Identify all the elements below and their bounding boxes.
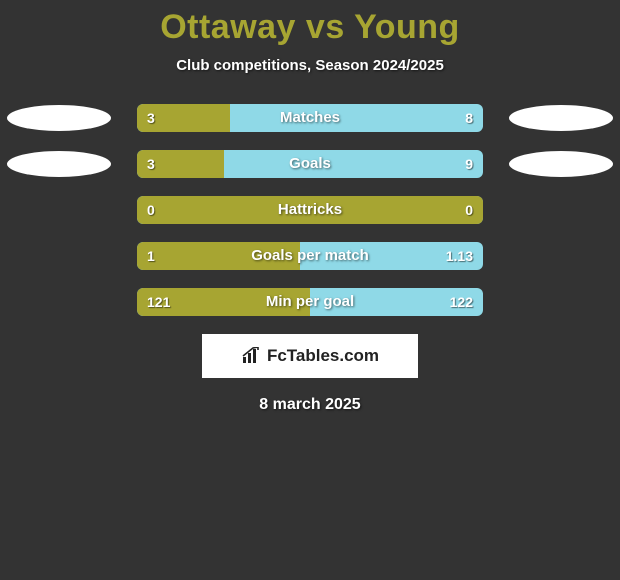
page-title: Ottaway vs Young [0, 0, 620, 47]
stat-label: Min per goal [137, 288, 483, 316]
stat-right-value: 0 [465, 196, 473, 224]
stat-label: Goals per match [137, 242, 483, 270]
player-right-avatar-placeholder [509, 105, 613, 131]
bar-chart-icon [241, 347, 263, 365]
comparison-row: 3 Goals 9 [0, 150, 620, 178]
stat-bar-min-per-goal: 121 Min per goal 122 [137, 288, 483, 316]
player-left-avatar-placeholder [7, 105, 111, 131]
stat-right-value: 8 [465, 104, 473, 132]
stat-bar-goals: 3 Goals 9 [137, 150, 483, 178]
player-left-avatar-placeholder [7, 151, 111, 177]
stat-label: Matches [137, 104, 483, 132]
subtitle: Club competitions, Season 2024/2025 [0, 57, 620, 74]
date-text: 8 march 2025 [0, 396, 620, 414]
stat-label: Goals [137, 150, 483, 178]
stat-right-value: 122 [450, 288, 473, 316]
brand-text: FcTables.com [267, 346, 379, 366]
comparison-row: 121 Min per goal 122 [0, 288, 620, 316]
stat-right-value: 1.13 [446, 242, 473, 270]
player-right-avatar-placeholder [509, 151, 613, 177]
stat-bar-goals-per-match: 1 Goals per match 1.13 [137, 242, 483, 270]
brand-banner: FcTables.com [202, 334, 418, 378]
comparison-rows: 3 Matches 8 3 Goals 9 0 Hattricks 0 1 [0, 104, 620, 316]
stat-bar-hattricks: 0 Hattricks 0 [137, 196, 483, 224]
comparison-row: 1 Goals per match 1.13 [0, 242, 620, 270]
comparison-row: 0 Hattricks 0 [0, 196, 620, 224]
stat-label: Hattricks [137, 196, 483, 224]
comparison-row: 3 Matches 8 [0, 104, 620, 132]
stat-bar-matches: 3 Matches 8 [137, 104, 483, 132]
stat-right-value: 9 [465, 150, 473, 178]
